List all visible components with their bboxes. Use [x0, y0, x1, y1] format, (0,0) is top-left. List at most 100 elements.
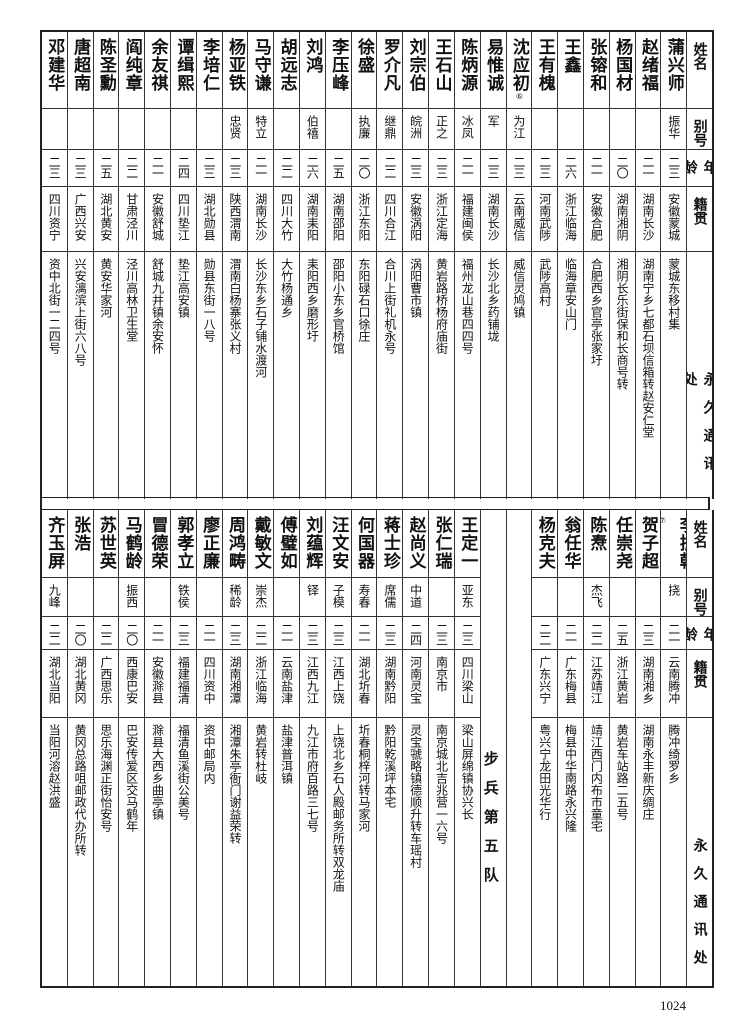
cell-address: 盐津普洱镇 — [274, 718, 299, 986]
cell-origin: 湖南湘潭 — [222, 650, 248, 718]
cell-name: 余友祺 — [145, 32, 170, 109]
person-name-text: 周鸿畴 — [224, 516, 245, 570]
cell-origin: 广西思乐 — [93, 650, 119, 718]
person-origin: 湖北黄安 — [95, 187, 117, 241]
person-name: 王有槐 — [533, 32, 557, 92]
header-label-name: 姓名 — [691, 42, 708, 70]
person-alias-text: 九峰 — [47, 584, 62, 608]
cell-age: 二三 — [429, 617, 454, 650]
person-alias: 忠贤 — [224, 109, 246, 139]
person-origin-text: 湖北黄安 — [98, 193, 113, 241]
person-name: 冒德荣 — [146, 510, 170, 570]
person-name-text: 刘宗伯 — [405, 38, 426, 92]
cell-age: 二二 — [41, 617, 67, 650]
person-origin: 陕西渭南 — [224, 187, 246, 241]
person-origin-text: 福建闽侯 — [460, 193, 475, 241]
person-address: 涡阳曹市镇 — [405, 252, 427, 318]
person-address: 武陟高村 — [534, 252, 556, 306]
person-name-text: 任崇尧 — [612, 516, 633, 570]
person-alias: 铎 — [301, 578, 323, 596]
person-address-text: 湘潭朱亭衙门谢益荣转 — [227, 724, 242, 844]
person-name: 刘蕴辉 — [300, 510, 324, 570]
cell-alias: 振西 — [119, 578, 145, 617]
person-name-text: 阎纯章 — [121, 38, 142, 92]
cell-age: 二〇 — [609, 150, 635, 187]
person-origin-text: 四川资宁 — [47, 193, 62, 241]
person-address-text: 梅县中华南路永兴隆 — [563, 724, 578, 832]
person-name: 杨克夫 — [533, 510, 557, 570]
person-origin-text: 云南威信 — [511, 193, 526, 241]
roster-row: 汪文安 子模 二三 江西上饶 上饶北乡石人殿邮务所转双龙庙 — [324, 510, 351, 986]
person-alias-text: 振西 — [124, 584, 139, 608]
person-age-text: 二〇 — [615, 156, 630, 178]
person-alias: 冰凤 — [456, 109, 478, 139]
cell-alias — [93, 578, 119, 617]
person-name-text: 陈焘 — [586, 516, 607, 552]
roster-row: 蒲兴师 振华 二三 安徽蒙城 蒙城东移村集 — [660, 32, 687, 499]
person-alias: 挠 — [663, 578, 685, 596]
person-origin: 湖南邵阳 — [327, 187, 349, 241]
cell-name: 刘蕴辉 — [300, 510, 325, 578]
person-alias-text: 伯禧 — [305, 115, 320, 139]
person-name-text: 王鑫 — [560, 38, 581, 74]
person-age: 二五 — [95, 150, 117, 178]
cell-name: 赵绪福 — [635, 32, 661, 109]
page-number: 1024 — [660, 998, 686, 1013]
person-origin: 浙江临海 — [250, 650, 272, 704]
person-origin: 江西上饶 — [327, 650, 349, 704]
person-address-text: 湘阴长乐街保和长商号转 — [615, 258, 630, 390]
person-address-text: 长沙北乡药铺垅 — [486, 258, 501, 342]
person-address-text: 舒城九井镇余安怀 — [150, 258, 165, 354]
roster-row: 刘鸿 伯禧 二六 湖南耒阳 耒阳西乡磨形圩 — [299, 32, 325, 499]
person-address-text: 腾冲绮罗乡 — [666, 724, 681, 784]
person-age: 二三 — [405, 150, 427, 178]
person-alias: 九峰 — [43, 578, 65, 608]
cell-age: 二三 — [403, 150, 429, 187]
person-age: 二三 — [663, 150, 685, 178]
cell-alias — [119, 109, 145, 150]
person-address-text: 粤兴宁龙田光华行 — [537, 724, 552, 820]
cell-alias: 子模 — [325, 578, 351, 617]
person-origin-text: 湖北黄冈 — [73, 656, 88, 704]
cell-origin: 浙江临海 — [248, 650, 274, 718]
cell-name: 刘宗伯 — [403, 32, 429, 109]
cell-age: 二一 — [145, 617, 170, 650]
person-origin: 浙江定海 — [430, 187, 452, 241]
cell-alias: 继鼎 — [377, 109, 403, 150]
cell-origin: 四川合江 — [377, 187, 403, 252]
person-origin-text: 四川合江 — [382, 193, 397, 241]
cell-name: 苏世英 — [93, 510, 119, 578]
person-address-text: 资中邮局内 — [202, 724, 217, 784]
cell-age: 二二 — [119, 150, 145, 187]
person-alias: 振华 — [663, 109, 685, 139]
person-address: 黄冈总路咀邮政代办所转 — [69, 718, 91, 856]
person-age-text: 二三 — [666, 156, 681, 178]
person-age-text: 二五 — [331, 156, 346, 178]
cell-alias: 铁侯 — [170, 578, 196, 617]
person-name-text: 杨克夫 — [534, 516, 555, 570]
person-origin: 广西思乐 — [95, 650, 117, 704]
person-origin: 河南灵宝 — [405, 650, 427, 704]
person-address-text: 黄冈总路咀邮政代办所转 — [73, 724, 88, 856]
person-origin-text: 广西思乐 — [98, 656, 113, 704]
cell-origin: 湖北勋县 — [196, 187, 222, 252]
person-origin-text: 四川垫江 — [176, 193, 191, 241]
cell-name: 戴敏文 — [248, 510, 274, 578]
person-age-text: 二五 — [615, 623, 630, 645]
person-name: 任崇尧 — [610, 510, 634, 570]
person-alias-text: 稀龄 — [227, 584, 242, 608]
person-name-text: 罗介凡 — [379, 38, 400, 92]
person-name-text: 翁任华 — [560, 516, 581, 570]
footnote-marker: ⑦ — [661, 516, 667, 526]
person-age-text: 二二 — [589, 623, 604, 645]
person-age: 二三 — [456, 617, 478, 645]
person-origin: 四川垫江 — [172, 187, 194, 241]
person-age-text: 二一 — [460, 156, 475, 178]
person-age-text: 二一 — [150, 156, 165, 178]
cell-address: 湖南永丰新庆绸庄 — [636, 718, 661, 986]
person-address-text: 巴安传爱区交马鹤年 — [124, 724, 139, 832]
person-age-text: 二二 — [98, 623, 113, 645]
person-address: 资中北街一二四号 — [43, 252, 65, 354]
person-origin-text: 福建福清 — [176, 656, 191, 704]
person-origin-text: 浙江定海 — [434, 193, 449, 241]
